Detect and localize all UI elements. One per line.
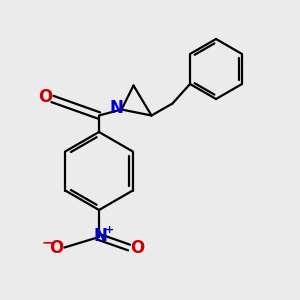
Text: −: − (41, 235, 53, 249)
Text: +: + (105, 225, 114, 236)
Text: N: N (94, 227, 107, 245)
Text: O: O (130, 239, 145, 257)
Text: O: O (38, 88, 52, 106)
Text: N: N (109, 99, 123, 117)
Text: O: O (49, 239, 63, 257)
